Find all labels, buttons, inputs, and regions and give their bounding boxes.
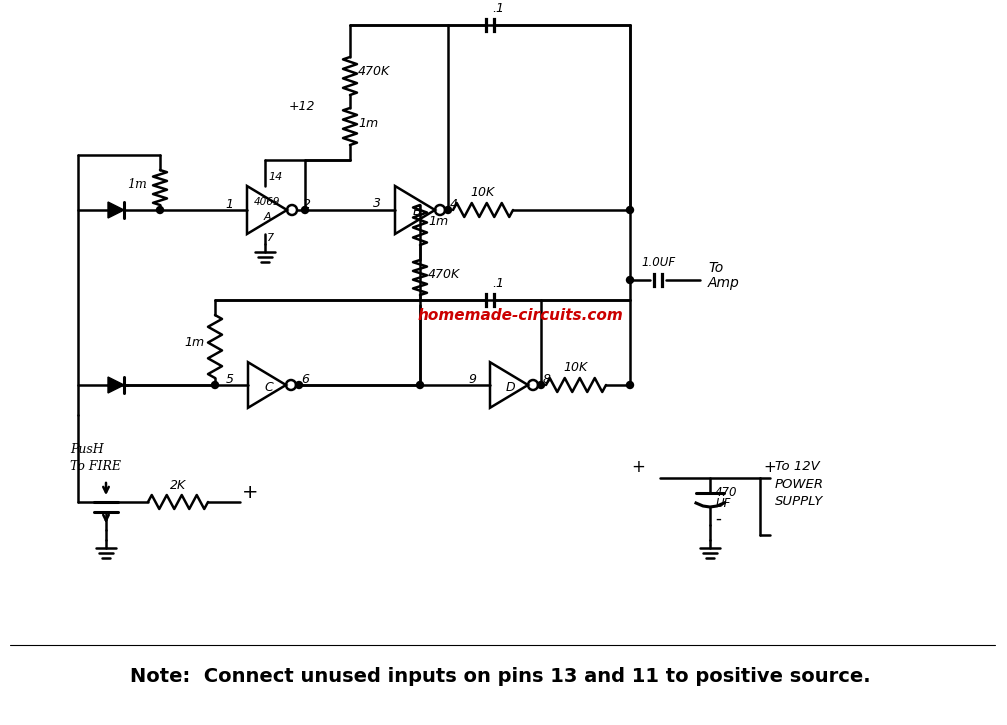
Text: 8: 8: [543, 373, 551, 386]
Text: 5: 5: [226, 373, 234, 386]
Text: .1: .1: [492, 2, 504, 15]
Text: Amp: Amp: [708, 276, 740, 290]
Text: 470K: 470K: [428, 268, 460, 281]
Text: UF: UF: [715, 497, 730, 510]
Text: SUPPLY: SUPPLY: [775, 495, 824, 508]
Text: To 12V: To 12V: [775, 460, 820, 473]
Text: 2K: 2K: [170, 479, 186, 492]
Text: 10K: 10K: [471, 186, 495, 199]
Text: 4069: 4069: [254, 197, 280, 207]
Text: PusH: PusH: [70, 443, 104, 456]
Text: 3: 3: [373, 197, 381, 210]
Text: To FIRE: To FIRE: [70, 460, 121, 473]
Text: 470: 470: [715, 486, 737, 499]
Text: 2: 2: [303, 198, 311, 211]
Text: 1m: 1m: [127, 178, 147, 191]
Circle shape: [417, 381, 424, 389]
Text: 10K: 10K: [564, 361, 588, 374]
Text: +12: +12: [288, 100, 315, 113]
Circle shape: [626, 381, 633, 389]
Text: B: B: [413, 205, 421, 218]
Text: 1: 1: [225, 198, 233, 211]
Text: 470K: 470K: [358, 65, 391, 78]
Text: 1m: 1m: [428, 215, 448, 228]
Circle shape: [538, 381, 545, 389]
Text: homemade-circuits.com: homemade-circuits.com: [417, 308, 623, 323]
Text: A: A: [263, 212, 271, 222]
Text: 1.0UF: 1.0UF: [640, 256, 675, 269]
Text: D: D: [507, 381, 516, 394]
Text: 1m: 1m: [358, 117, 378, 130]
Text: POWER: POWER: [775, 478, 824, 491]
Text: -: -: [715, 510, 721, 528]
Text: 6: 6: [301, 373, 309, 386]
Text: To: To: [708, 261, 723, 275]
Text: C: C: [265, 381, 273, 394]
Circle shape: [626, 207, 633, 213]
Text: 4: 4: [450, 198, 458, 211]
Text: 1m: 1m: [185, 336, 205, 349]
Text: .1: .1: [492, 277, 504, 290]
Circle shape: [301, 207, 308, 213]
Text: 9: 9: [468, 373, 476, 386]
Polygon shape: [108, 377, 124, 393]
Text: +: +: [631, 458, 645, 476]
Text: +: +: [763, 460, 775, 475]
Polygon shape: [108, 202, 124, 218]
Text: 7: 7: [267, 233, 274, 243]
Circle shape: [295, 381, 302, 389]
Circle shape: [156, 207, 163, 213]
Circle shape: [211, 381, 219, 389]
Text: +: +: [242, 483, 259, 502]
Text: Note:  Connect unused inputs on pins 13 and 11 to positive source.: Note: Connect unused inputs on pins 13 a…: [130, 667, 870, 686]
Circle shape: [626, 276, 633, 283]
Circle shape: [444, 207, 451, 213]
Text: 14: 14: [268, 172, 282, 182]
